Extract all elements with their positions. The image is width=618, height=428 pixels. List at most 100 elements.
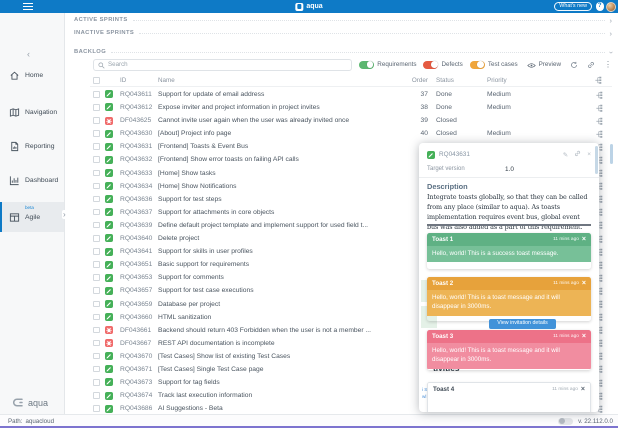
refresh-icon[interactable] <box>570 61 578 69</box>
search-input[interactable] <box>108 61 348 68</box>
row-checkbox[interactable] <box>93 274 100 281</box>
sidebar-expander-icon[interactable]: › <box>62 210 67 219</box>
toggle-test-cases[interactable]: Test cases <box>469 60 518 69</box>
panel-scrollbar-thumb[interactable] <box>595 146 598 174</box>
row-checkbox[interactable] <box>93 195 100 203</box>
row-checkbox[interactable] <box>93 208 100 216</box>
row-name[interactable]: [Home] Show Notifications <box>158 182 237 190</box>
row-dependencies-icon[interactable] <box>596 104 603 113</box>
row-name[interactable]: Track last execution information <box>158 392 253 400</box>
row-checkbox[interactable] <box>93 365 100 373</box>
row-checkbox[interactable] <box>93 248 100 255</box>
table-row[interactable]: RQ043611 Support for update of email add… <box>90 88 612 101</box>
row-name[interactable]: Support for update of email address <box>158 91 265 98</box>
row-name[interactable]: Define default project template and impl… <box>158 221 369 229</box>
row-name[interactable]: [About] Project info page <box>158 130 232 138</box>
row-dependencies-icon[interactable] <box>596 130 603 139</box>
row-checkbox[interactable] <box>93 117 100 124</box>
row-checkbox[interactable] <box>93 392 100 399</box>
column-priority[interactable]: Priority <box>487 77 507 84</box>
row-name[interactable]: HTML sanitization <box>158 313 212 321</box>
row-checkbox[interactable] <box>93 156 100 163</box>
toast-close-icon[interactable]: × <box>581 279 586 287</box>
row-checkbox[interactable] <box>93 221 100 229</box>
sidebar-item-agile[interactable]: beta Agile <box>0 202 64 232</box>
status-toggle[interactable] <box>558 417 574 425</box>
row-name[interactable]: Support for attachments in core objects <box>158 208 275 216</box>
row-checkbox[interactable] <box>93 405 100 412</box>
row-dependencies-icon[interactable] <box>596 117 603 126</box>
column-name[interactable]: Name <box>158 77 175 84</box>
row-name[interactable]: Support for skills in user profiles <box>158 248 253 256</box>
open-link-icon[interactable] <box>574 150 581 159</box>
sidebar-item-navigation[interactable]: Navigation <box>0 105 64 120</box>
toggle-requirements[interactable]: Requirements <box>359 60 416 69</box>
row-name[interactable]: Support for test case executions <box>158 287 254 295</box>
row-checkbox[interactable] <box>93 287 100 294</box>
preview-button[interactable]: Preview <box>526 56 561 74</box>
sidebar-item-dashboard[interactable]: Dashboard <box>0 173 64 188</box>
row-checkbox[interactable] <box>93 169 100 177</box>
row-name[interactable]: [Home] Show tasks <box>158 169 216 177</box>
row-name[interactable]: [Test Cases] Single Test Case page <box>158 365 264 373</box>
toggle-defects[interactable]: Defects <box>423 60 463 69</box>
whats-new-button[interactable]: What's new <box>554 2 592 11</box>
chevron-down-icon[interactable]: › <box>606 50 616 54</box>
hamburger-menu-icon[interactable] <box>23 3 33 10</box>
edit-icon[interactable]: ✎ <box>562 151 569 159</box>
search-box[interactable] <box>93 58 353 71</box>
sidebar-item-home[interactable]: Home <box>0 68 64 83</box>
table-row[interactable]: RQ043630 [About] Project info page 40 Cl… <box>90 127 612 140</box>
row-checkbox[interactable] <box>93 300 100 307</box>
row-name[interactable]: AI Suggestions - Beta <box>158 405 223 413</box>
row-checkbox[interactable] <box>93 379 100 386</box>
row-name[interactable]: Support for comments <box>158 274 224 282</box>
row-name[interactable]: [Frontend] Toasts & Event Bus <box>158 143 249 151</box>
row-name[interactable]: [Test Cases] Show list of existing Test … <box>158 352 291 360</box>
column-settings-icon[interactable] <box>595 76 602 85</box>
column-status[interactable]: Status <box>436 77 454 84</box>
row-checkbox[interactable] <box>93 143 100 150</box>
toggle-switch[interactable] <box>469 60 485 69</box>
toast-close-icon[interactable]: × <box>581 332 586 340</box>
toggle-switch[interactable] <box>423 60 439 69</box>
row-checkbox[interactable] <box>93 235 100 242</box>
sidebar-item-reporting[interactable]: Reporting <box>0 139 64 154</box>
row-name[interactable]: Database per project <box>158 300 221 308</box>
row-checkbox[interactable] <box>93 130 100 137</box>
row-checkbox[interactable] <box>93 182 100 190</box>
toast-close-icon[interactable]: × <box>580 385 585 393</box>
row-checkbox[interactable] <box>93 91 100 98</box>
row-name[interactable]: Support for test steps <box>158 195 222 203</box>
row-name[interactable]: REST API documentation is incomplete <box>158 339 275 347</box>
select-all-checkbox[interactable] <box>93 77 100 84</box>
row-checkbox[interactable] <box>93 313 100 321</box>
row-checkbox[interactable] <box>93 326 100 334</box>
toast-close-icon[interactable]: × <box>581 235 586 243</box>
toggle-switch[interactable] <box>359 60 375 69</box>
row-checkbox[interactable] <box>93 352 100 360</box>
section-backlog[interactable]: BACKLOG › <box>74 49 616 55</box>
help-button[interactable]: ? <box>595 2 604 11</box>
section-inactive-sprints[interactable]: INACTIVE SPRINTS › <box>74 28 612 38</box>
section-active-sprints[interactable]: ACTIVE SPRINTS › <box>74 15 613 25</box>
table-row[interactable]: RQ043612 Expose inviter and project info… <box>90 101 612 114</box>
row-checkbox[interactable] <box>93 339 100 347</box>
row-name[interactable]: Basic support for requirements <box>158 261 250 269</box>
collapse-sidebar-icon[interactable]: ‹ <box>27 49 30 59</box>
row-name[interactable]: Backend should return 403 Forbidden when… <box>158 326 372 334</box>
row-name[interactable]: Delete project <box>158 235 200 243</box>
row-name[interactable]: Expose inviter and project information i… <box>158 104 320 112</box>
row-name[interactable]: Support for tag fields <box>158 379 220 387</box>
row-name[interactable]: [Frontend] Show error toasts on failing … <box>158 156 299 164</box>
chevron-right-icon[interactable]: › <box>609 15 613 25</box>
row-dependencies-icon[interactable] <box>596 91 603 100</box>
column-id[interactable]: ID <box>120 77 127 84</box>
table-row[interactable]: DF043625 Cannot invite user again when t… <box>90 114 612 127</box>
kebab-menu-icon[interactable]: ⋮ <box>604 59 612 69</box>
row-checkbox[interactable] <box>93 104 100 111</box>
user-avatar[interactable] <box>605 1 616 12</box>
close-icon[interactable]: × <box>587 151 591 158</box>
column-order[interactable]: Order <box>411 77 428 84</box>
row-name[interactable]: Cannot invite user again when the user w… <box>158 117 350 125</box>
